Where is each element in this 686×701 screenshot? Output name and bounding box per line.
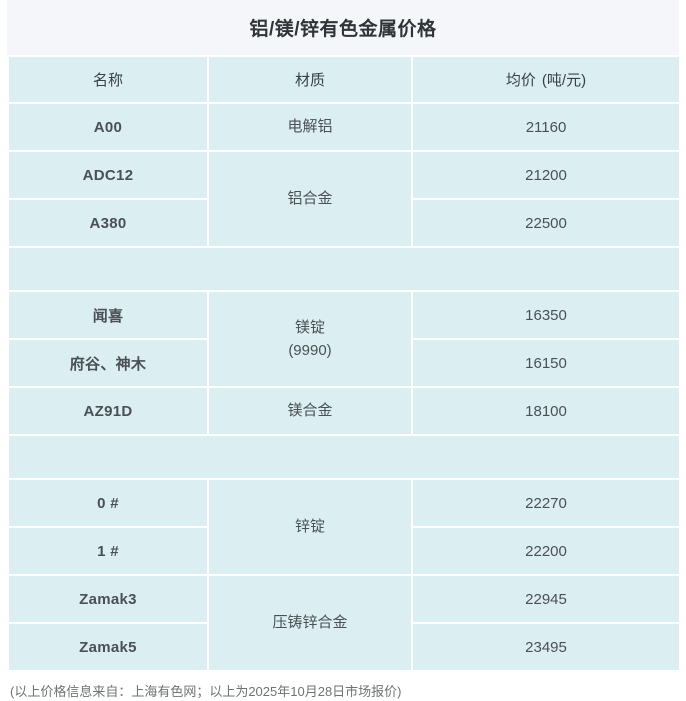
cell-name: Zamak5 [7,622,209,672]
cell-name: 闻喜 [7,290,209,340]
table-row: 0 # 锌锭 22270 [7,478,681,576]
cell-material: 压铸锌合金 [207,574,413,672]
cell-name: Zamak3 [7,574,209,624]
cell-price: 21160 [411,102,681,152]
table-row: ADC12 铝合金 21200 [7,150,681,248]
cell-material: 镁锭 (9990) [207,290,413,388]
column-header-material: 材质 [207,55,413,104]
cell-price: 16350 [411,290,681,340]
table-row: Zamak3 压铸锌合金 22945 [7,574,681,672]
cell-price: 22270 [411,478,681,528]
cell-price: 23495 [411,622,681,672]
cell-price: 22200 [411,526,681,576]
table-row: 1 # 22200 [7,526,681,576]
column-header-price-label: 均价 [505,72,536,89]
cell-price: 22945 [411,574,681,624]
cell-name: A00 [7,102,209,152]
metal-price-table: 名称 材质 均价 (吨/元) A00 电解铝 21160 ADC12 铝合金 21… [7,55,681,672]
cell-material: 铝合金 [207,150,413,248]
table-row: Zamak5 23495 [7,622,681,672]
table-title-band: 铝/镁/锌有色金属价格 [7,0,679,55]
cell-name: ADC12 [7,150,209,200]
cell-name: AZ91D [7,386,209,436]
cell-name: 0 # [7,478,209,528]
spacer-cell [7,434,681,480]
cell-material: 锌锭 [207,478,413,576]
page-title: 铝/镁/锌有色金属价格 [249,19,437,40]
cell-name: A380 [7,198,209,248]
cell-name: 府谷、神木 [7,338,209,388]
cell-material-main: 镁锭 [294,318,325,336]
cell-material-grade: (9990) [288,342,332,359]
cell-price: 18100 [411,386,681,436]
table-spacer-row [7,246,681,292]
table-row: A00 电解铝 21160 [7,102,681,152]
table-row: A380 22500 [7,198,681,248]
column-header-name: 名称 [7,55,209,104]
spacer-cell [7,246,681,292]
cell-price: 22500 [411,198,681,248]
table-header: 名称 材质 均价 (吨/元) [7,55,681,104]
table-row: 闻喜 镁锭 (9990) 16350 [7,290,681,388]
table-row: AZ91D 镁合金 18100 [7,386,681,436]
cell-name: 1 # [7,526,209,576]
table-row: 府谷、神木 16150 [7,338,681,388]
table-body: A00 电解铝 21160 ADC12 铝合金 21200 A380 22500… [7,102,681,672]
price-table-page: 铝/镁/锌有色金属价格 名称 材质 均价 (吨/元) A00 电解铝 21160 … [7,0,681,699]
column-header-price-unit: (吨/元) [541,72,587,89]
cell-material: 镁合金 [207,386,413,436]
source-footnote: (以上价格信息来自：上海有色网；以上为2025年10月28日市场报价) [10,684,402,699]
column-header-price: 均价 (吨/元) [411,55,681,104]
cell-price: 21200 [411,150,681,200]
cell-material: 电解铝 [207,102,413,152]
table-spacer-row [7,434,681,480]
table-header-row: 名称 材质 均价 (吨/元) [7,55,681,104]
cell-price: 16150 [411,338,681,388]
